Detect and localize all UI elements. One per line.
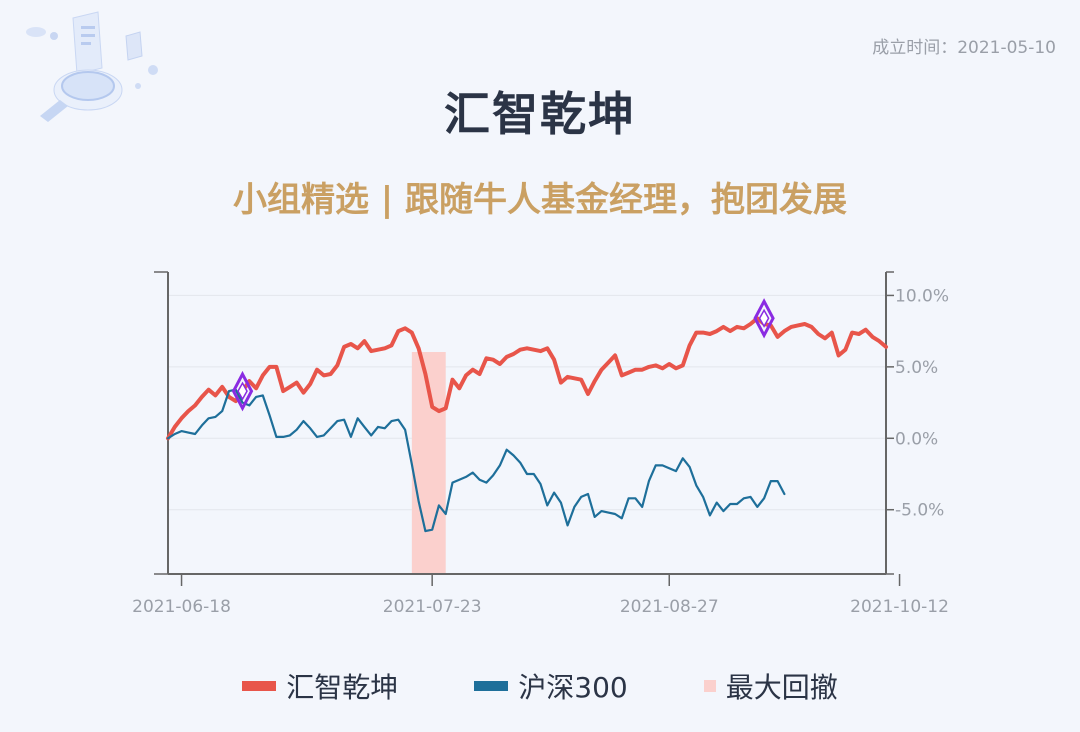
x-tick-label: 2021-07-23 (383, 597, 482, 617)
x-tick-label: 2021-08-27 (620, 597, 719, 617)
chart-legend: 汇智乾坤 沪深300 最大回撤 (0, 666, 1080, 706)
y-tick-label: -5.0% (895, 501, 944, 521)
legend-swatch-index (474, 681, 509, 691)
legend-swatch-fund (242, 681, 277, 691)
legend-item-drawdown[interactable]: 最大回撤 (703, 666, 838, 706)
legend-item-index[interactable]: 沪深300 (474, 666, 628, 706)
performance-chart: 10.0% 5.0% 0.0% -5.0% 2021-06-18 2021-07-23 20… (132, 271, 949, 617)
diamond-marker (753, 298, 775, 339)
diamond-marker-inner (758, 308, 770, 328)
page-title: 汇智乾坤 (444, 87, 636, 141)
legend-item-fund[interactable]: 汇智乾坤 (242, 666, 398, 706)
magnifier-illustration-icon (26, 11, 158, 122)
y-tick-label: 10.0% (895, 286, 949, 306)
y-tick-label: 0.0% (895, 429, 938, 449)
established-date: 成立时间：2021-05-10 (872, 38, 1056, 58)
page-subtitle: 小组精选 | 跟随牛人基金经理，抱团发展 (232, 180, 848, 220)
legend-swatch-drawdown (703, 680, 716, 692)
diamond-marker (231, 370, 254, 412)
y-tick-label: 5.0% (895, 358, 938, 378)
x-tick-label: 2021-06-18 (132, 597, 231, 617)
legend-label-drawdown: 最大回撤 (725, 671, 838, 704)
fund-series-line (166, 316, 888, 441)
diamond-marker-inner (237, 381, 248, 401)
x-tick-label: 2021-10-12 (850, 597, 949, 617)
legend-label-index: 沪深300 (518, 671, 628, 704)
index-series-line (166, 388, 786, 533)
legend-label-fund: 汇智乾坤 (286, 671, 399, 704)
